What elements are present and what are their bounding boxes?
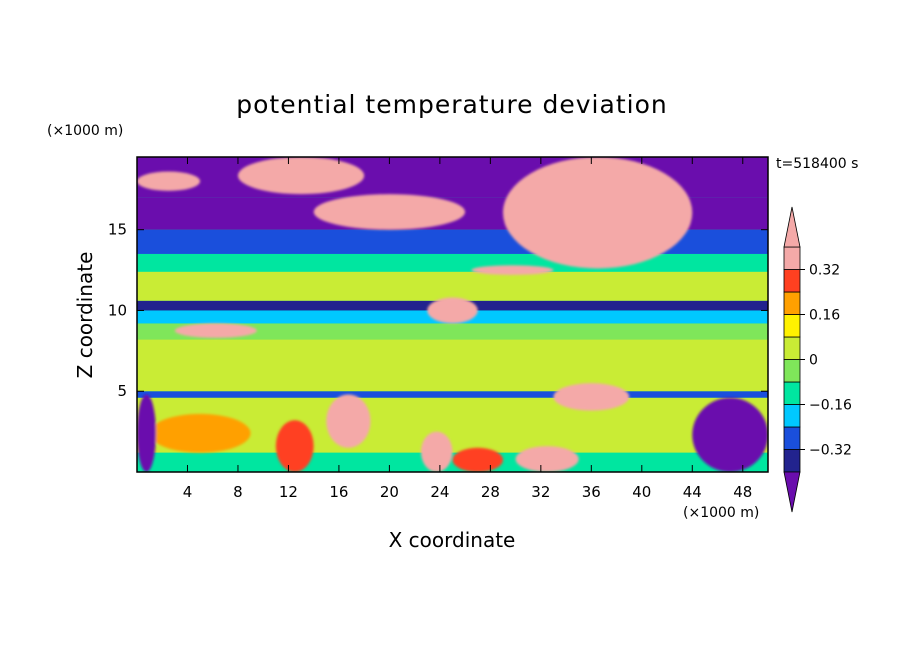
colorbar-segment <box>783 404 801 428</box>
plot-area <box>137 157 768 472</box>
colorbar-segment <box>783 291 801 315</box>
colorbar: 0.32 0.16 0 −0.16 −0.32 <box>783 206 852 513</box>
y-axis-unit: (×1000 m) <box>47 123 123 139</box>
colorbar-segment <box>783 426 801 450</box>
colorbar-segment <box>783 381 801 405</box>
y-axis-label: Z coordinate <box>73 252 97 379</box>
colorbar-tick-label: −0.16 <box>809 398 852 414</box>
x-axis-label: X coordinate <box>389 528 516 552</box>
x-tick-label: 12 <box>279 483 298 501</box>
contour-feature-6 <box>692 397 768 472</box>
colorbar-segment <box>783 314 801 338</box>
x-tick-label: 48 <box>733 483 752 501</box>
y-tick-label: 5 <box>117 382 127 400</box>
x-tick-label: 36 <box>582 483 601 501</box>
contour-features <box>137 157 768 472</box>
contour-feature-1 <box>149 413 251 453</box>
time-label: t=518400 s <box>776 156 858 172</box>
contour-feature-4 <box>515 446 579 472</box>
contour-layer-0 <box>137 452 768 472</box>
x-tick-label: 24 <box>430 483 449 501</box>
colorbar-segment <box>783 246 801 270</box>
contour-layer-3 <box>137 339 768 392</box>
y-tick-label: 10 <box>108 301 127 319</box>
contour-feature-7 <box>137 394 156 472</box>
colorbar-segment <box>783 359 801 383</box>
colorbar-tick-label: −0.32 <box>809 443 852 459</box>
contour-feature-15 <box>137 171 201 191</box>
contour-feature-14 <box>237 157 365 195</box>
x-tick-label: 16 <box>329 483 348 501</box>
x-axis-ticks: 4 8 12 16 20 24 28 32 36 40 44 48 <box>183 157 752 501</box>
colorbar-extend-bottom <box>783 471 801 513</box>
x-tick-label: 8 <box>233 483 243 501</box>
contour-layer-4 <box>137 323 768 340</box>
contour-feature-2 <box>420 431 453 472</box>
contour-feature-9 <box>427 297 478 324</box>
contour-feature-5 <box>326 394 371 448</box>
contour-feature-10 <box>174 323 257 338</box>
contour-feature-12 <box>313 194 466 230</box>
colorbar-extend-top <box>783 206 801 248</box>
y-tick-label: 15 <box>108 221 127 239</box>
colorbar-segment <box>783 336 801 360</box>
contour-layer-2 <box>137 391 768 398</box>
x-tick-label: 4 <box>183 483 193 501</box>
chart-title: potential temperature deviation <box>236 90 667 119</box>
plot-frame <box>136 156 769 473</box>
y-axis-ticks: 5 10 15 <box>108 221 768 400</box>
x-tick-label: 40 <box>632 483 651 501</box>
x-tick-label: 28 <box>481 483 500 501</box>
colorbar-tick-label: 0 <box>809 353 818 369</box>
colorbar-segment <box>783 269 801 293</box>
contour-feature-3 <box>452 447 503 472</box>
contour-layer-8 <box>137 253 768 272</box>
contour-feature-13 <box>502 157 693 269</box>
x-axis-unit: (×1000 m) <box>683 505 759 521</box>
contour-feature-0 <box>275 420 314 472</box>
colorbar-segment <box>783 449 801 473</box>
x-tick-label: 20 <box>380 483 399 501</box>
contour-feature-8 <box>553 383 630 411</box>
x-tick-label: 44 <box>683 483 702 501</box>
x-tick-label: 32 <box>531 483 550 501</box>
contour-feature-11 <box>471 265 554 275</box>
colorbar-tick-label: 0.32 <box>809 263 840 279</box>
colorbar-tick-label: 0.16 <box>809 308 840 324</box>
contour-layer-7 <box>137 271 768 301</box>
